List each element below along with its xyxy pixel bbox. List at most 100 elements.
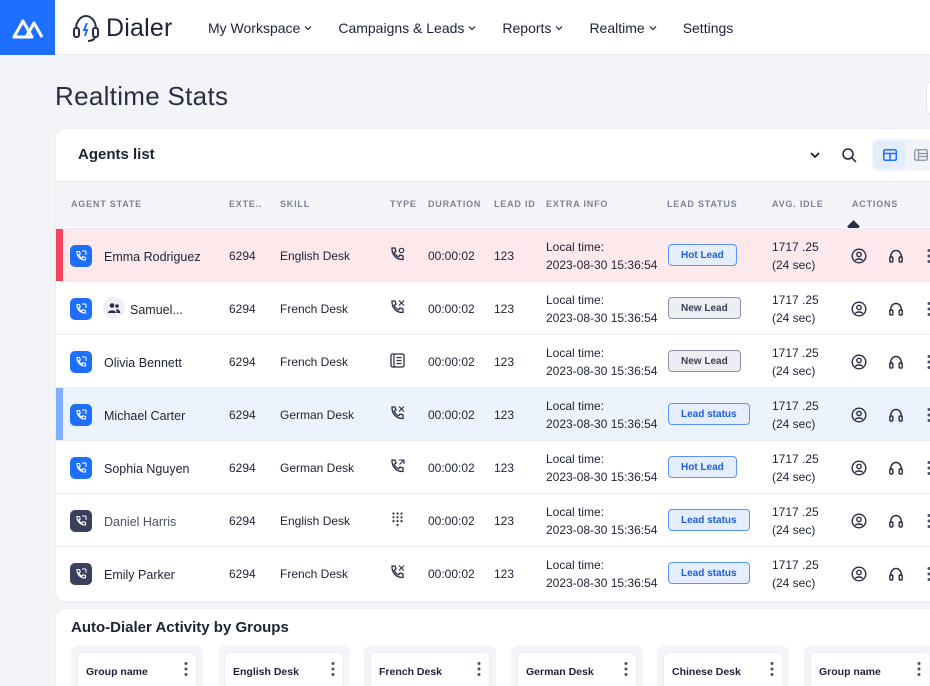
- nav-label: Campaigns & Leads: [338, 19, 465, 36]
- nav-my-workspace[interactable]: My Workspace: [208, 20, 312, 36]
- table-view-button[interactable]: [874, 141, 905, 169]
- col-agent-state[interactable]: AGENT STATE: [71, 199, 142, 209]
- more-options-icon[interactable]: [919, 458, 930, 478]
- col-avg-idle[interactable]: AVG. IDLE: [772, 199, 824, 209]
- user-profile-icon[interactable]: [849, 511, 869, 531]
- table-row[interactable]: Olivia Bennett 6294 French Desk 00:00:02…: [56, 334, 930, 387]
- extra-info-time: 2023-08-30 15:36:54: [546, 258, 658, 272]
- more-options-icon[interactable]: [184, 661, 188, 682]
- group-card[interactable]: Chinese Desk: [657, 645, 789, 686]
- agent-name: Michael Carter: [104, 409, 186, 423]
- more-options-icon[interactable]: [919, 352, 930, 372]
- lead-status-badge: Hot Lead: [668, 244, 737, 266]
- table-header: AGENT STATE EXTE.. SKILL TYPE DURATION L…: [56, 181, 930, 227]
- collapse-button[interactable]: [798, 139, 832, 171]
- more-options-icon[interactable]: [624, 661, 628, 682]
- agent-extension: 6294: [229, 514, 256, 528]
- nav-label: Realtime: [589, 19, 645, 36]
- col-skill[interactable]: SKILL: [280, 199, 310, 209]
- lead-id[interactable]: 123: [494, 461, 515, 475]
- nav-label: Settings: [682, 19, 734, 36]
- row-flag: [56, 229, 63, 281]
- table-row[interactable]: Daniel Harris 6294 English Desk 00:00:02…: [56, 493, 930, 546]
- more-options-icon[interactable]: [331, 661, 335, 682]
- more-options-icon[interactable]: [919, 564, 930, 584]
- table-row[interactable]: Emily Parker 6294 French Desk 00:00:02 1…: [56, 546, 930, 599]
- headset-listen-icon[interactable]: [886, 246, 906, 266]
- agent-name: Daniel Harris: [104, 515, 177, 529]
- user-profile-icon[interactable]: [849, 405, 869, 425]
- avg-idle-seconds: (24 sec): [772, 258, 816, 272]
- app-logo[interactable]: [0, 0, 55, 55]
- top-navbar: Dialer My Workspace Campaigns & Leads Re…: [0, 0, 930, 55]
- col-actions: ACTIONS: [852, 199, 899, 209]
- lead-id[interactable]: 123: [494, 514, 515, 528]
- table-row[interactable]: Emma Rodriguez 6294 English Desk 00:00:0…: [56, 228, 930, 281]
- col-duration[interactable]: DURATION: [428, 199, 482, 209]
- group-card[interactable]: English Desk: [218, 645, 350, 686]
- nav-reports[interactable]: Reports: [502, 20, 563, 36]
- card-view-button[interactable]: [905, 141, 930, 169]
- phone-incoming-icon: [389, 458, 406, 478]
- lead-status-badge: Lead status: [668, 509, 750, 531]
- group-card[interactable]: French Desk: [364, 645, 496, 686]
- more-options-icon[interactable]: [919, 246, 930, 266]
- table-row[interactable]: Michael Carter 6294 German Desk 00:00:02…: [56, 387, 930, 440]
- agent-skill: English Desk: [280, 249, 351, 263]
- lead-id[interactable]: 123: [494, 302, 515, 316]
- agent-extension: 6294: [229, 461, 256, 475]
- brand-name: Dialer: [106, 13, 173, 42]
- lead-id[interactable]: 123: [494, 355, 515, 369]
- user-profile-icon[interactable]: [849, 299, 869, 319]
- group-card[interactable]: German Desk: [511, 645, 643, 686]
- lead-id[interactable]: 123: [494, 249, 515, 263]
- call-duration: 00:00:02: [428, 514, 475, 528]
- col-lead-id[interactable]: LEAD ID: [494, 199, 536, 209]
- group-name: English Desk: [233, 666, 299, 678]
- table-row[interactable]: Sophia Nguyen 6294 German Desk 00:00:02 …: [56, 440, 930, 493]
- user-profile-icon[interactable]: [849, 352, 869, 372]
- col-lead-status[interactable]: LEAD STATUS: [667, 199, 738, 209]
- more-options-icon[interactable]: [919, 299, 930, 319]
- nav-campaigns-leads[interactable]: Campaigns & Leads: [338, 20, 476, 36]
- avg-idle-value: 1717 .25: [772, 240, 819, 254]
- more-options-icon[interactable]: [917, 661, 921, 682]
- extra-info-time: 2023-08-30 15:36:54: [546, 523, 658, 537]
- col-type[interactable]: TYPE: [390, 199, 417, 209]
- col-extra-info[interactable]: EXTRA INFO: [546, 199, 609, 209]
- headset-listen-icon[interactable]: [886, 564, 906, 584]
- more-options-icon[interactable]: [770, 661, 774, 682]
- group-card[interactable]: Group name: [804, 645, 930, 686]
- group-card[interactable]: Group name: [71, 645, 203, 686]
- page-title: Realtime Stats: [55, 81, 229, 111]
- search-button[interactable]: [832, 139, 866, 171]
- more-options-icon[interactable]: [477, 661, 481, 682]
- search-icon: [842, 148, 857, 163]
- col-extension[interactable]: EXTE..: [229, 199, 263, 209]
- headset-listen-icon[interactable]: [886, 458, 906, 478]
- headset-listen-icon[interactable]: [886, 405, 906, 425]
- lead-id[interactable]: 123: [494, 567, 515, 581]
- nav-label: Reports: [502, 19, 552, 36]
- lead-id[interactable]: 123: [494, 408, 515, 422]
- user-profile-icon[interactable]: [849, 246, 869, 266]
- lead-status-badge: New Lead: [668, 297, 741, 319]
- nav-settings[interactable]: Settings: [683, 20, 734, 36]
- user-profile-icon[interactable]: [849, 564, 869, 584]
- avg-idle-seconds: (24 sec): [772, 417, 816, 431]
- agent-extension: 6294: [229, 302, 256, 316]
- view-toggle: [872, 139, 930, 171]
- headset-listen-icon[interactable]: [886, 511, 906, 531]
- extra-info-time: 2023-08-30 15:36:54: [546, 311, 658, 325]
- nav-realtime[interactable]: Realtime: [589, 19, 657, 36]
- header-action-button[interactable]: [926, 80, 930, 116]
- table-row[interactable]: Samuel... 6294 French Desk 00:00:02 123 …: [56, 281, 930, 334]
- agent-phone-icon: [70, 563, 92, 585]
- headset-listen-icon[interactable]: [886, 352, 906, 372]
- more-options-icon[interactable]: [919, 511, 930, 531]
- headset-listen-icon[interactable]: [886, 299, 906, 319]
- lead-status-badge: New Lead: [668, 350, 741, 372]
- user-profile-icon[interactable]: [849, 458, 869, 478]
- more-options-icon[interactable]: [919, 405, 930, 425]
- brand[interactable]: Dialer: [72, 12, 173, 44]
